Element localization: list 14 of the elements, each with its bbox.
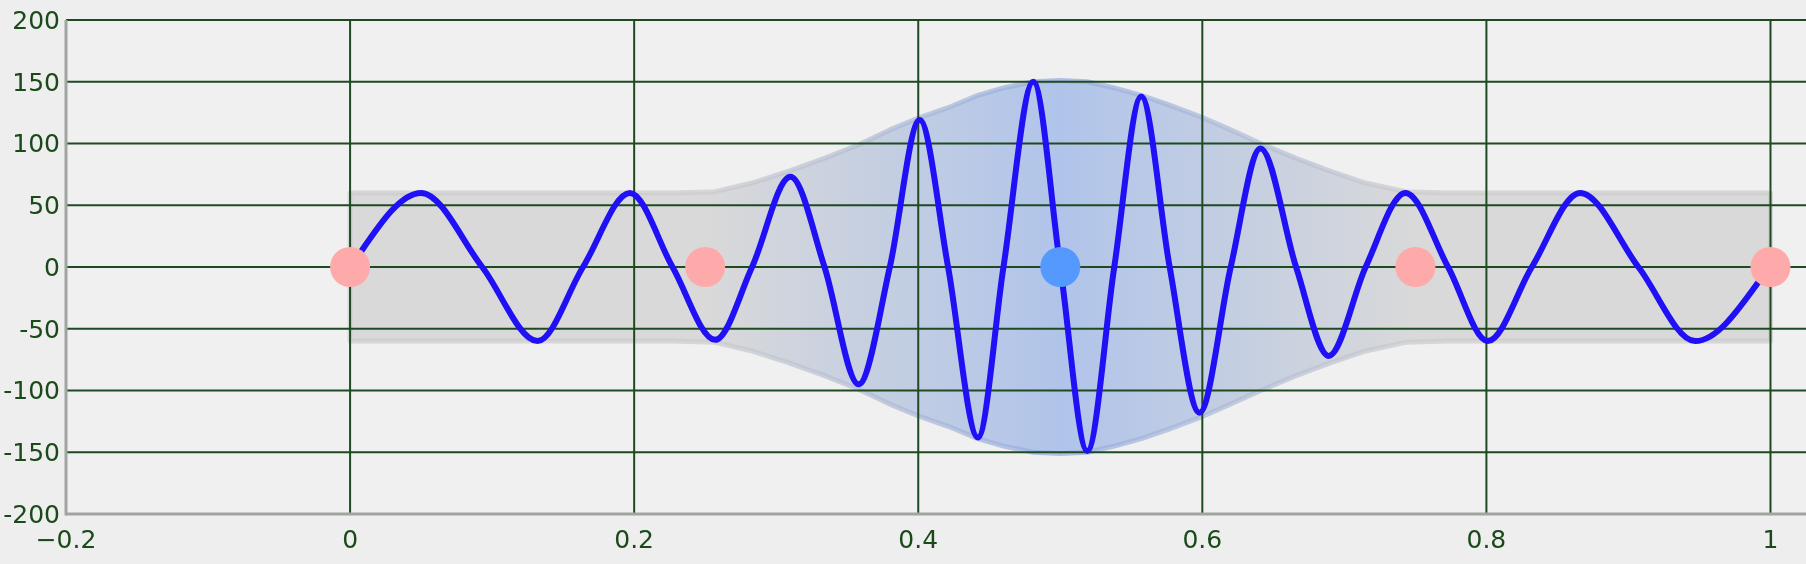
x-tick-label: 0.2 bbox=[614, 525, 655, 554]
x-tick-label: 0 bbox=[342, 525, 359, 554]
y-tick-label: -50 bbox=[19, 314, 60, 344]
x-tick-label: 0.6 bbox=[1182, 525, 1223, 554]
x-tick-label: 1 bbox=[1762, 525, 1779, 554]
y-tick-label: -150 bbox=[3, 438, 60, 467]
y-tick-label: -100 bbox=[3, 376, 60, 406]
x-tick-label: 0.4 bbox=[898, 525, 939, 554]
y-tick-label: 150 bbox=[12, 67, 60, 97]
y-tick-label: 200 bbox=[12, 5, 60, 35]
x-tick-label: 0.8 bbox=[1466, 525, 1507, 554]
y-tick-label: 100 bbox=[12, 129, 60, 159]
y-tick-label: 50 bbox=[28, 191, 60, 220]
y-tick-label: 0 bbox=[44, 252, 60, 282]
